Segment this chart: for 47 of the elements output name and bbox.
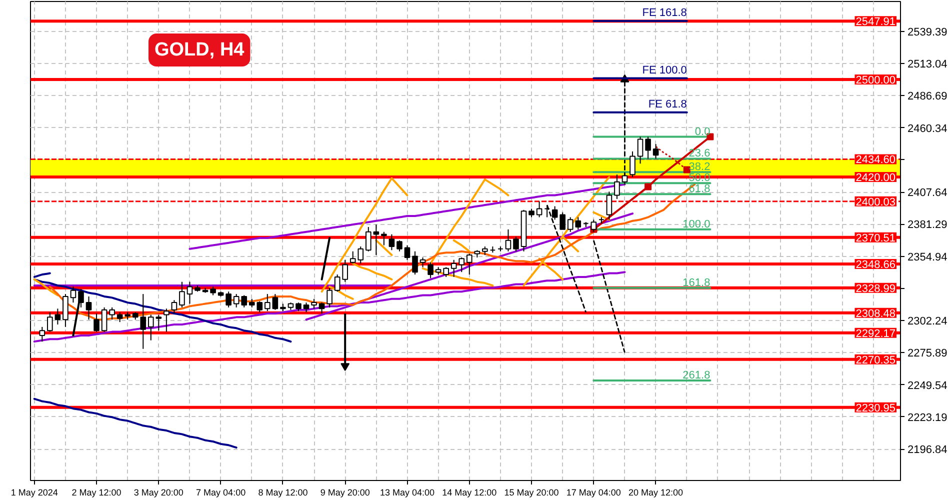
text: GOLD, H4 [154, 40, 245, 60]
y-tick-label: 2354.94 [908, 251, 948, 264]
ref-line-label: 2400.03 [856, 196, 896, 208]
x-tick-label: 2 May 12:00 [72, 488, 122, 498]
ref-line-label: 2270.35 [856, 354, 896, 366]
x-tick-label: 7 May 04:00 [196, 488, 246, 498]
ref-line-label: 2547.91 [856, 16, 896, 28]
x-tick-label: 20 May 12:00 [628, 488, 684, 498]
x-tick-label: 9 May 20:00 [320, 488, 370, 498]
series-label: 50.0 [688, 172, 710, 184]
series-label: FE 61.8 [648, 98, 687, 110]
x-tick-label: 3 May 20:00 [134, 488, 184, 498]
ref-line-label: 2370.51 [856, 232, 896, 244]
ref-line-label: 2500.00 [856, 74, 896, 87]
series-label: 161.8 [682, 276, 710, 289]
series-label: FE 100.0 [642, 64, 687, 76]
ref-line-label: 2230.95 [856, 402, 896, 414]
y-tick-label: 2513.04 [908, 58, 948, 71]
series-label: 38.2 [688, 161, 710, 174]
y-tick-label: 2381.29 [908, 219, 948, 232]
ref-line-label: 2348.66 [856, 258, 896, 271]
y-tick-label: 2249.54 [908, 380, 948, 392]
y-tick-label: 2302.24 [908, 316, 948, 328]
x-tick-label: 17 May 04:00 [566, 488, 621, 498]
ref-line-label: 2292.17 [856, 328, 896, 340]
y-tick-label: 2223.19 [908, 412, 948, 424]
x-tick-label: 8 May 12:00 [258, 488, 308, 498]
series-label: FE 161.8 [642, 7, 687, 19]
series-label: 100.0 [682, 218, 710, 230]
ref-line-label: 2420.00 [856, 172, 896, 184]
y-tick-label: 2275.89 [908, 348, 948, 360]
y-tick-label: 2407.64 [908, 187, 948, 200]
series-label: 261.8 [682, 370, 710, 382]
series-label: 23.6 [688, 148, 710, 160]
y-tick-label: 2486.69 [908, 90, 948, 103]
x-tick-label: 14 May 12:00 [442, 488, 497, 498]
x-tick-label: 13 May 04:00 [380, 488, 435, 498]
x-tick-label: 15 May 20:00 [504, 488, 559, 498]
series-label: 61.8 [688, 183, 710, 196]
ref-line-label: 2434.60 [856, 154, 896, 166]
ref-line-label: 2328.99 [856, 282, 896, 295]
y-tick-label: 2196.84 [908, 444, 948, 456]
series-label: 0.0 [694, 126, 710, 138]
y-tick-label: 2539.39 [908, 26, 948, 38]
y-tick-label: 2460.34 [908, 122, 948, 135]
x-tick-label: 1 May 2024 [10, 488, 58, 498]
ref-line-label: 2308.48 [856, 308, 896, 320]
